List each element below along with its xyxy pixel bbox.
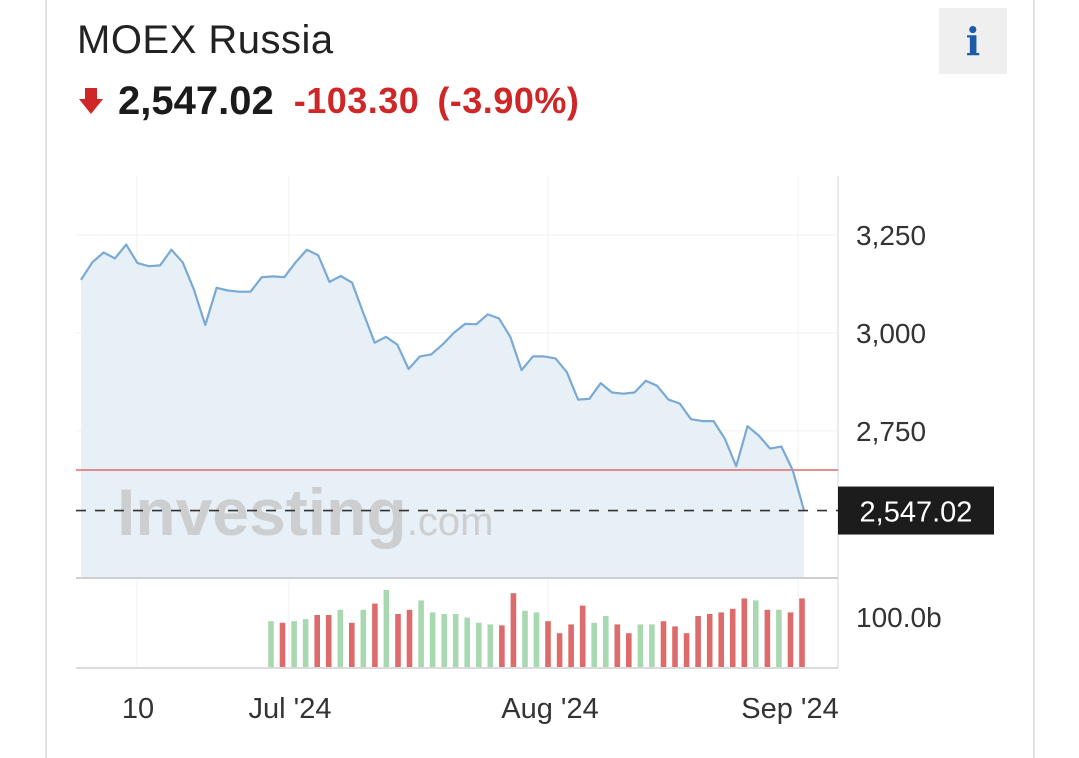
volume-bar — [626, 633, 632, 667]
volume-bar — [660, 621, 667, 667]
volume-bar — [464, 617, 470, 667]
volume-bar — [672, 626, 678, 667]
y-tick-label: 3,000 — [856, 318, 926, 349]
instrument-title: MOEX Russia — [77, 18, 334, 62]
x-tick-label: 10 — [122, 693, 154, 725]
volume-bar — [325, 615, 332, 667]
x-tick-label: Jul '24 — [249, 693, 332, 725]
volume-bar — [718, 612, 724, 667]
volume-bar — [545, 621, 551, 667]
volume-bar — [556, 633, 563, 667]
volume-bar — [279, 622, 286, 667]
price-change: -103.30 — [293, 80, 420, 121]
volume-bar — [383, 590, 390, 667]
price-line — [80, 243, 806, 511]
volume-bar — [418, 600, 424, 667]
volume-bar — [637, 624, 644, 667]
volume-bar — [476, 622, 482, 667]
volume-bar — [360, 609, 367, 667]
last-price-badge-label: 2,547.02 — [860, 497, 973, 529]
watermark-logo: Investing.com — [117, 475, 493, 549]
volume-bar — [603, 616, 609, 667]
volume-bar — [533, 612, 540, 667]
volume-bar — [776, 609, 782, 667]
last-price: 2,547.02 — [118, 78, 274, 123]
price-row: 2,547.02 -103.30 (-3.90%) — [78, 76, 579, 126]
info-button[interactable]: i — [939, 8, 1007, 74]
volume-bar — [787, 612, 794, 667]
volume-bar — [487, 624, 494, 667]
volume-bar — [695, 616, 701, 667]
volume-bar — [764, 609, 771, 667]
volume-bar — [429, 612, 436, 667]
volume-bar — [441, 614, 447, 667]
volume-bar — [510, 593, 517, 667]
price-area — [81, 244, 804, 578]
volume-bar — [741, 598, 748, 667]
arrow-down-icon — [79, 88, 103, 114]
volume-bar — [614, 624, 621, 667]
price-change-percent: (-3.90%) — [437, 80, 580, 121]
volume-bar — [499, 625, 505, 667]
volume-tick-label: 100.0b — [856, 602, 942, 633]
volume-bar — [302, 619, 309, 667]
volume-bar — [314, 615, 320, 667]
volume-bar — [706, 614, 713, 667]
volume-bar — [683, 633, 690, 667]
volume-bar — [579, 605, 586, 667]
volume-bar — [753, 600, 759, 667]
volume-bar — [452, 614, 459, 667]
x-tick-label: Sep '24 — [741, 693, 838, 725]
x-tick-label: Aug '24 — [501, 693, 598, 725]
quote-card — [45, 0, 1035, 758]
volume-bar — [729, 608, 736, 667]
volume-bar — [349, 622, 355, 667]
y-tick-label: 2,750 — [856, 416, 926, 447]
volume-bar — [522, 610, 528, 667]
last-price-badge — [838, 486, 994, 535]
volume-bar — [799, 598, 805, 667]
y-tick-label: 3,250 — [856, 220, 926, 251]
info-icon: i — [965, 18, 981, 64]
volume-bar — [372, 603, 378, 667]
volume-bar — [406, 609, 413, 667]
volume-bar — [649, 624, 655, 667]
volume-bar — [337, 609, 344, 667]
volume-bar — [568, 624, 574, 667]
volume-bar — [268, 621, 274, 667]
volume-bar — [591, 622, 597, 667]
volume-bar — [395, 614, 401, 667]
volume-bar — [291, 621, 297, 667]
